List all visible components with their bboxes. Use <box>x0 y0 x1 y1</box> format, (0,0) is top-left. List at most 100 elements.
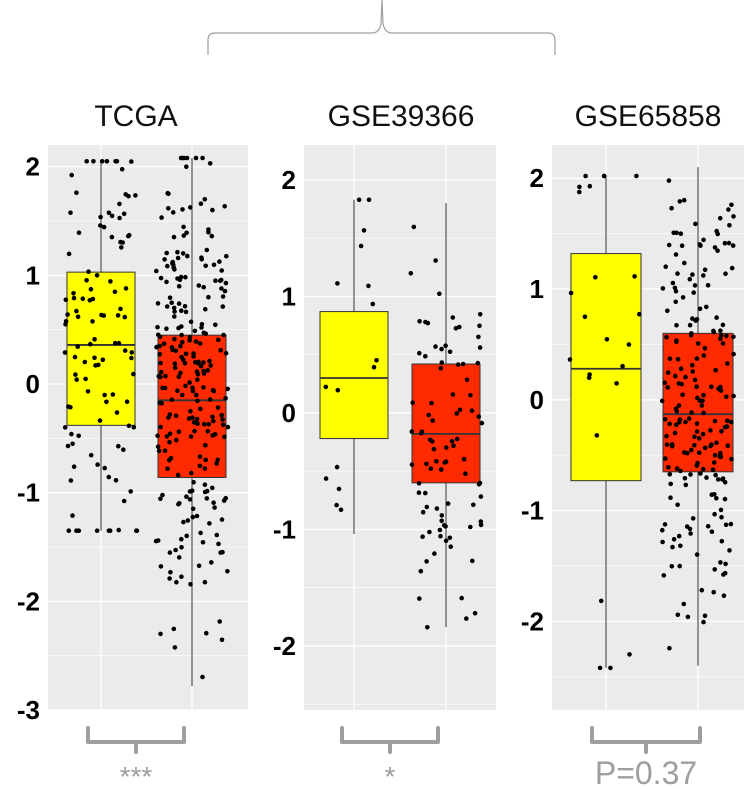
data-point <box>188 408 193 414</box>
data-point <box>577 189 582 195</box>
data-point <box>207 358 212 364</box>
data-point <box>158 424 163 430</box>
data-point <box>464 377 470 383</box>
box-group2 <box>157 334 227 478</box>
data-point <box>157 352 162 357</box>
data-point <box>203 442 208 448</box>
data-point <box>166 415 171 420</box>
data-point <box>718 336 723 342</box>
y-tick-label: 2 <box>530 163 544 193</box>
data-point <box>594 433 600 438</box>
data-point <box>66 528 72 533</box>
data-point <box>179 308 184 314</box>
data-point <box>155 444 161 450</box>
data-point <box>116 443 121 449</box>
data-point <box>678 468 683 474</box>
data-point <box>71 295 77 301</box>
data-point <box>181 519 186 525</box>
data-point <box>676 403 682 408</box>
data-point <box>439 360 445 365</box>
data-point <box>222 288 228 294</box>
data-point <box>464 616 469 621</box>
data-point <box>221 498 227 503</box>
data-point <box>134 528 139 533</box>
data-point <box>104 159 110 164</box>
data-point <box>632 274 637 279</box>
data-point <box>451 443 456 449</box>
data-point <box>63 319 69 324</box>
data-point <box>713 367 718 373</box>
data-point <box>204 496 210 501</box>
data-point <box>604 337 610 342</box>
data-point <box>159 401 164 406</box>
data-point <box>716 386 721 392</box>
data-point <box>727 223 732 228</box>
data-point <box>710 467 716 473</box>
box-group1 <box>570 253 642 482</box>
data-point <box>700 431 706 437</box>
data-point <box>361 228 367 233</box>
data-point <box>682 260 687 266</box>
data-point <box>195 398 200 404</box>
data-point <box>164 326 169 332</box>
data-point <box>194 392 199 398</box>
data-point <box>184 230 189 236</box>
data-point <box>160 385 165 391</box>
data-point <box>99 159 105 164</box>
data-point <box>665 385 670 390</box>
data-point <box>669 442 675 447</box>
data-point <box>214 532 220 538</box>
data-point <box>212 505 217 510</box>
data-point <box>117 215 122 221</box>
data-point <box>174 437 179 443</box>
data-point <box>113 478 119 483</box>
data-point <box>179 354 184 360</box>
data-point <box>179 536 184 542</box>
data-point <box>693 221 698 227</box>
data-point <box>694 552 700 557</box>
data-point <box>725 418 730 424</box>
data-point <box>158 564 164 569</box>
data-point <box>702 613 708 619</box>
data-point <box>411 224 417 230</box>
data-point <box>671 230 676 236</box>
data-point <box>692 443 697 448</box>
data-point <box>166 206 171 211</box>
data-point <box>133 193 138 198</box>
data-point <box>677 419 682 425</box>
data-point <box>711 328 716 334</box>
data-point <box>203 263 208 269</box>
data-point <box>129 355 134 361</box>
data-point <box>438 467 444 472</box>
data-point <box>116 527 121 533</box>
data-point <box>667 356 673 362</box>
data-point <box>187 497 193 502</box>
top-group-brace <box>207 0 556 55</box>
panel-title: GSE39366 <box>328 100 475 133</box>
data-point <box>179 545 184 550</box>
data-point <box>708 428 713 433</box>
data-point <box>666 178 672 183</box>
data-point <box>206 294 211 300</box>
data-point <box>731 351 736 357</box>
data-point <box>454 436 460 442</box>
panel-title: GSE65858 <box>575 100 722 133</box>
data-point <box>176 374 182 380</box>
data-point <box>726 240 732 246</box>
data-point <box>188 582 193 587</box>
data-point <box>371 364 377 370</box>
data-point <box>220 422 226 428</box>
data-point <box>724 333 729 339</box>
data-point <box>680 295 686 300</box>
data-point <box>179 574 184 579</box>
data-point <box>158 360 163 366</box>
data-point <box>720 322 726 328</box>
data-point <box>174 579 179 585</box>
data-point <box>91 159 96 164</box>
data-point <box>689 447 694 453</box>
data-point <box>701 466 706 472</box>
data-point <box>211 418 216 424</box>
data-point <box>200 674 205 680</box>
data-point <box>620 363 625 369</box>
data-point <box>472 611 478 616</box>
